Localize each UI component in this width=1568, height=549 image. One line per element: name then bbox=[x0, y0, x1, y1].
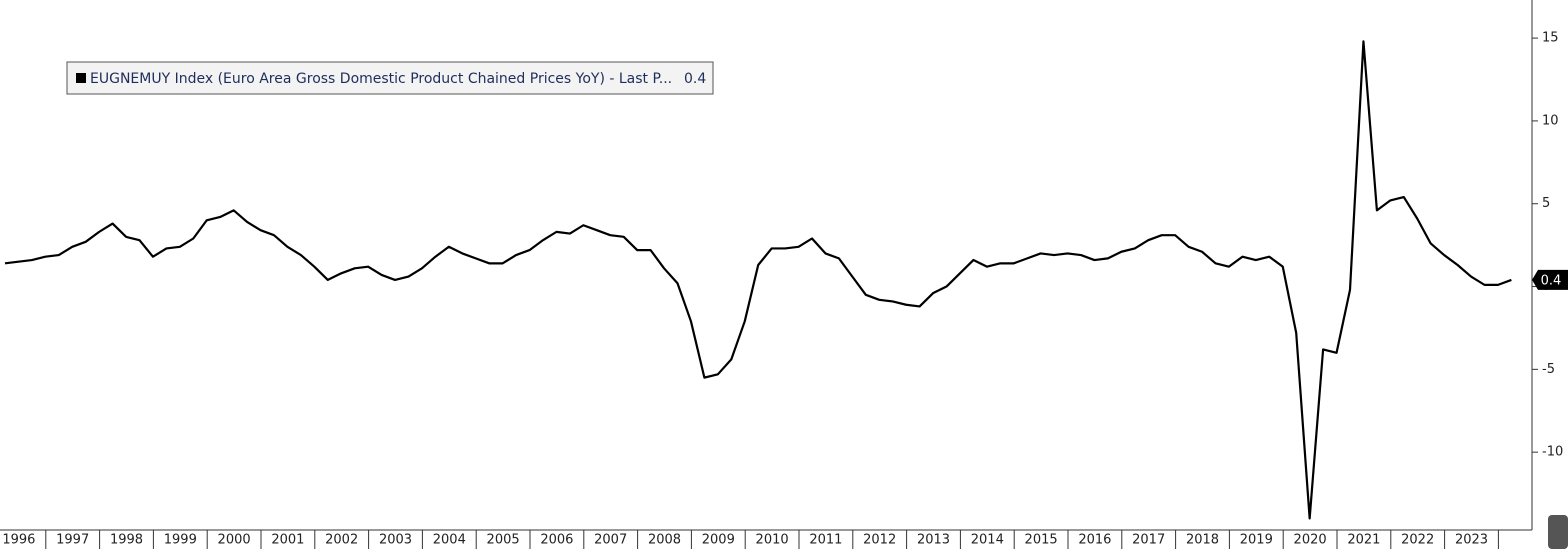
x-tick-label: 2003 bbox=[379, 533, 412, 548]
legend-label: EUGNEMUY Index (Euro Area Gross Domestic… bbox=[90, 71, 672, 87]
legend-value: 0.4 bbox=[684, 71, 706, 87]
x-tick-label: 2010 bbox=[756, 533, 789, 548]
last-value-badge bbox=[1532, 269, 1568, 290]
x-tick-label: 2016 bbox=[1078, 533, 1111, 548]
x-tick-label: 1998 bbox=[110, 533, 143, 548]
x-tick-label: 2015 bbox=[1025, 533, 1058, 548]
x-tick-label: 2006 bbox=[540, 533, 573, 548]
x-tick-label: 2020 bbox=[1294, 533, 1327, 548]
y-tick-label: -10 bbox=[1542, 445, 1563, 460]
x-tick-label: 2004 bbox=[433, 533, 466, 548]
x-tick-label: 2023 bbox=[1455, 533, 1488, 548]
y-tick-label: -5 bbox=[1542, 362, 1555, 377]
x-tick-label: 2012 bbox=[863, 533, 896, 548]
x-tick-label: 2000 bbox=[218, 533, 251, 548]
legend-box bbox=[66, 61, 714, 95]
x-tick-label: 2017 bbox=[1132, 533, 1165, 548]
last-value-label: 0.4 bbox=[1541, 273, 1562, 288]
x-tick-label: 2013 bbox=[917, 533, 950, 548]
x-tick-label: 2008 bbox=[648, 533, 681, 548]
x-tick-label: 2007 bbox=[594, 533, 627, 548]
x-tick-label: 2002 bbox=[325, 533, 358, 548]
x-tick-label: 1996 bbox=[2, 533, 35, 548]
x-tick-label: 2019 bbox=[1240, 533, 1273, 548]
x-tick-label: 1999 bbox=[164, 533, 197, 548]
x-tick-label: 2018 bbox=[1186, 533, 1219, 548]
x-tick-label: 2009 bbox=[702, 533, 735, 548]
y-tick-label: 5 bbox=[1542, 196, 1550, 211]
x-tick-label: 2011 bbox=[809, 533, 842, 548]
legend-swatch bbox=[76, 73, 86, 83]
series-line bbox=[4, 40, 1512, 520]
x-tick-label: 1997 bbox=[56, 533, 89, 548]
x-tick-label: 2005 bbox=[487, 533, 520, 548]
y-tick-label: 10 bbox=[1542, 113, 1559, 128]
x-tick-label: 2022 bbox=[1401, 533, 1434, 548]
x-tick-label: 2021 bbox=[1347, 533, 1380, 548]
y-tick-label: 15 bbox=[1542, 31, 1559, 46]
x-tick-label: 2014 bbox=[971, 533, 1004, 548]
legend: EUGNEMUY Index (Euro Area Gross Domestic… bbox=[66, 61, 714, 95]
corner-icon bbox=[1548, 515, 1568, 549]
x-tick-label: 2001 bbox=[271, 533, 304, 548]
